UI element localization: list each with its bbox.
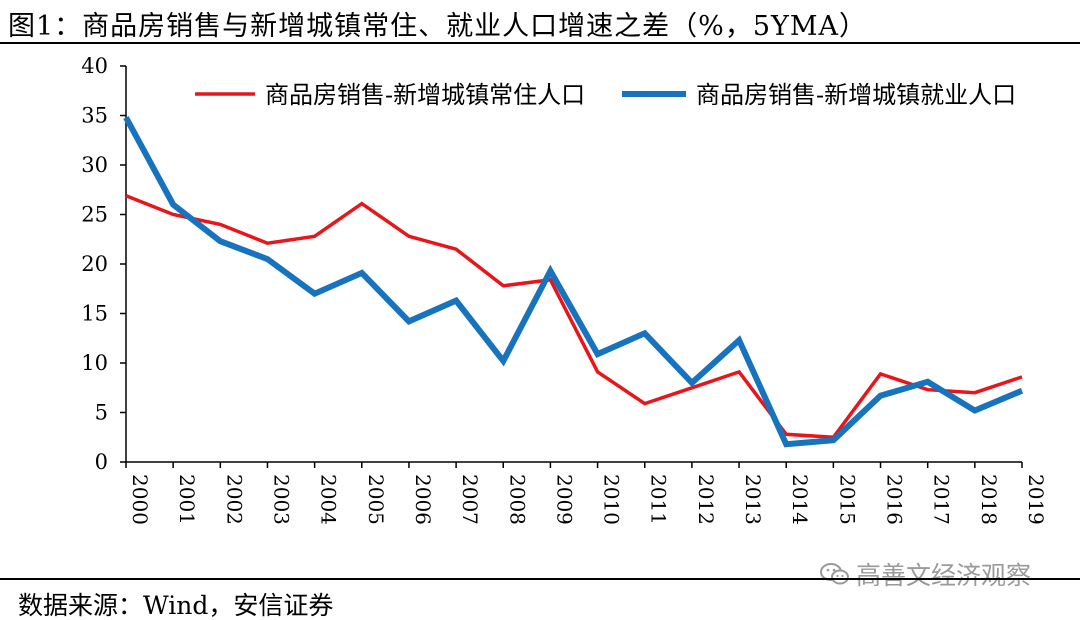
y-tick-label: 10: [81, 351, 108, 375]
axes: [125, 66, 1022, 463]
source-divider: [0, 578, 1080, 580]
x-tick-label: 2008: [505, 474, 529, 525]
y-tick-label: 30: [81, 153, 108, 177]
legend-label-1: 商品房销售-新增城镇常住人口: [265, 81, 585, 109]
y-tick-label: 40: [81, 54, 108, 78]
source-note: 数据来源：Wind，安信证券: [18, 591, 334, 620]
y-tick-label: 20: [81, 252, 108, 276]
y-tick-label: 0: [95, 450, 108, 474]
x-tick-label: 2005: [364, 474, 388, 525]
x-tick-label: 2011: [647, 474, 671, 525]
y-axis-ticks: 0 5 10 15 20 25 30 35 40: [81, 54, 126, 474]
title-divider: [0, 42, 1080, 44]
y-tick-label: 35: [81, 104, 108, 128]
x-tick-label: 2009: [552, 474, 576, 525]
x-axis-ticks: 2000 2001 2002 2003 2004 2005 2006 2007 2008 2009…: [125, 462, 1048, 525]
legend-label-2: 商品房销售-新增城镇就业人口: [696, 81, 1016, 109]
y-tick-label: 15: [81, 302, 108, 326]
watermark: 高善文经济观察: [820, 556, 1031, 592]
x-tick-label: 2000: [128, 474, 152, 525]
x-tick-label: 2012: [694, 474, 718, 525]
x-tick-label: 2015: [835, 474, 859, 525]
x-tick-label: 2019: [1024, 474, 1048, 525]
series-line-2: [123, 116, 1024, 448]
series-lines: [123, 116, 1024, 448]
legend: 商品房销售-新增城镇常住人口 商品房销售-新增城镇就业人口: [195, 81, 1016, 109]
series-line-1: [125, 194, 1023, 440]
x-tick-label: 2002: [222, 474, 246, 525]
x-tick-label: 2006: [411, 474, 435, 525]
x-tick-label: 2018: [977, 474, 1001, 525]
x-tick-label: 2003: [269, 474, 293, 525]
x-tick-label: 2004: [317, 474, 341, 525]
x-tick-label: 2013: [741, 474, 765, 525]
y-tick-label: 5: [95, 401, 108, 425]
x-tick-label: 2001: [175, 474, 199, 525]
x-tick-label: 2010: [600, 474, 624, 525]
chart-title: 图1：商品房销售与新增城镇常住、就业人口增速之差（%，5YMA）: [8, 11, 867, 42]
y-tick-label: 25: [81, 203, 108, 227]
x-tick-label: 2017: [930, 474, 954, 525]
watermark-text: 高善文经济观察: [856, 561, 1032, 590]
x-tick-label: 2016: [883, 474, 907, 525]
wechat-icon: [820, 563, 849, 585]
x-tick-label: 2007: [458, 474, 482, 525]
x-tick-label: 2014: [788, 474, 812, 525]
